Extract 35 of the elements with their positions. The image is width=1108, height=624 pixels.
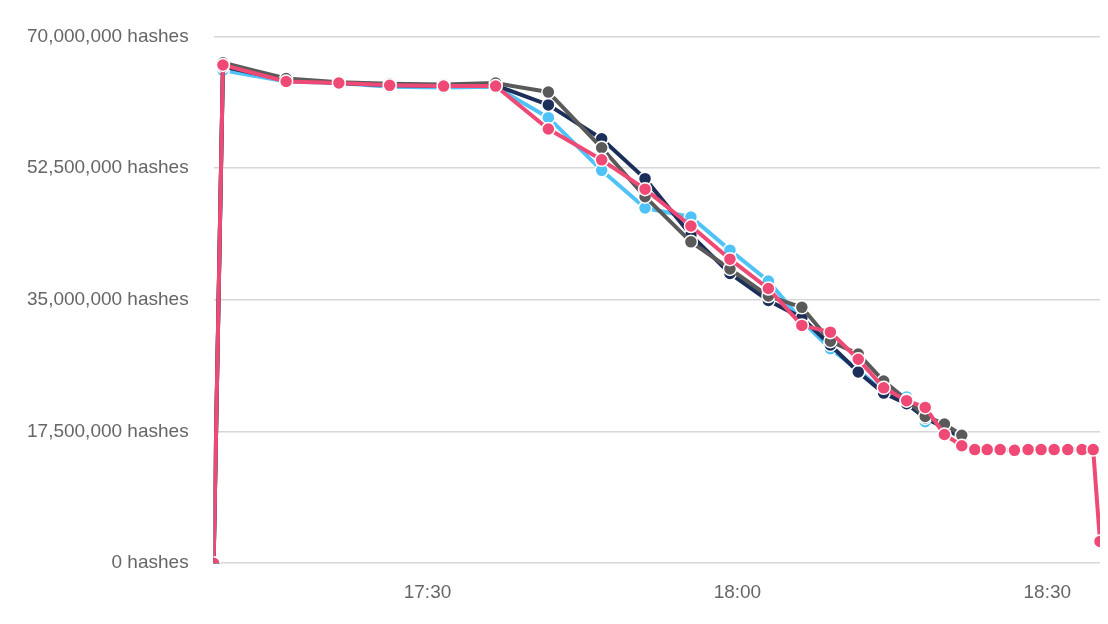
y-tick-label: 52,500,000 hashes bbox=[27, 156, 189, 178]
point bbox=[917, 400, 933, 415]
y-tick-label: 70,000,000 hashes bbox=[27, 24, 189, 46]
point bbox=[1020, 442, 1036, 457]
x-tick-label: 18:30 bbox=[1023, 580, 1072, 602]
point bbox=[937, 427, 952, 442]
y-tick-label: 17,500,000 hashes bbox=[27, 419, 189, 441]
point bbox=[1060, 442, 1076, 457]
point bbox=[794, 300, 810, 315]
point bbox=[594, 152, 609, 168]
point bbox=[1046, 442, 1062, 457]
point bbox=[1085, 442, 1100, 457]
point bbox=[594, 140, 609, 156]
point bbox=[761, 281, 776, 296]
point bbox=[722, 251, 738, 267]
point bbox=[683, 234, 699, 250]
point bbox=[541, 121, 556, 137]
point bbox=[979, 442, 995, 457]
point bbox=[992, 442, 1008, 457]
point bbox=[876, 380, 891, 396]
point bbox=[794, 318, 810, 333]
point bbox=[683, 218, 699, 234]
point bbox=[967, 442, 983, 457]
point bbox=[823, 324, 838, 340]
x-tick-label: 18:00 bbox=[713, 580, 762, 602]
y-tick-label: 35,000,000 hashes bbox=[27, 288, 189, 310]
point bbox=[1033, 442, 1049, 457]
point bbox=[1007, 443, 1022, 458]
point bbox=[851, 352, 866, 367]
point bbox=[954, 438, 970, 454]
point bbox=[541, 97, 556, 113]
y-tick-label: 0 hashes bbox=[111, 551, 189, 573]
point bbox=[637, 181, 653, 197]
point bbox=[541, 84, 556, 100]
x-tick-label: 17:30 bbox=[403, 580, 452, 602]
